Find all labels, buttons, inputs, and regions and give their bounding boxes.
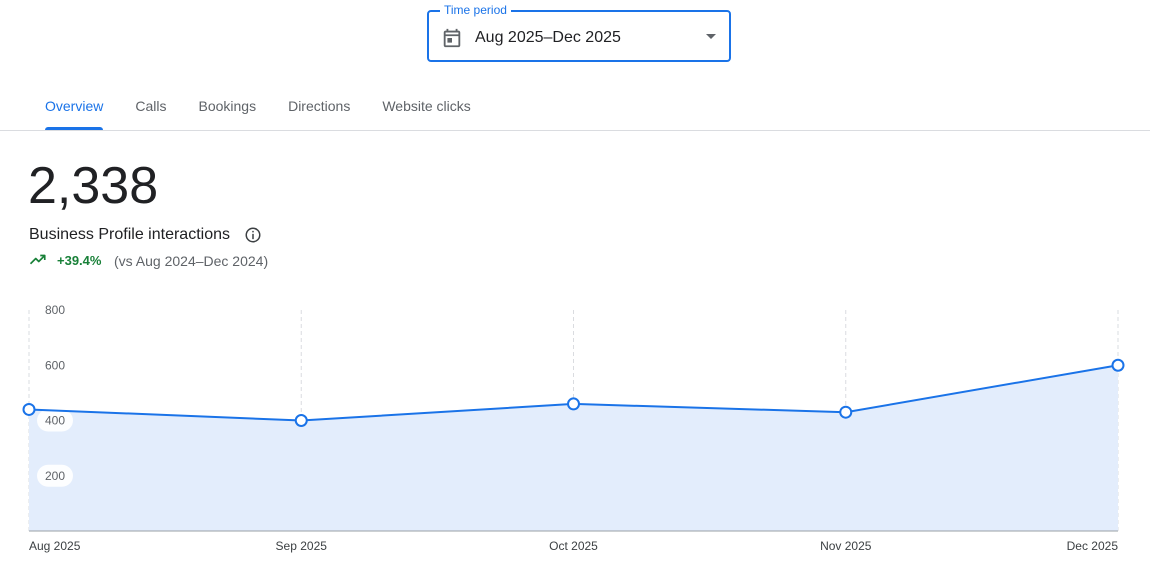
x-tick-label: Dec 2025	[1067, 539, 1119, 553]
data-point	[839, 405, 853, 419]
tab-bar: Overview Calls Bookings Directions Websi…	[29, 84, 487, 130]
y-tick-label: 600	[45, 358, 65, 372]
tabs-divider	[0, 130, 1150, 131]
tab-calls[interactable]: Calls	[135, 98, 167, 114]
metric-value: 2,338	[28, 157, 159, 215]
x-tick-label: Aug 2025	[29, 539, 81, 553]
x-tick-label: Nov 2025	[820, 539, 872, 553]
y-tick-label-bg	[37, 299, 73, 321]
x-tick-label: Sep 2025	[276, 539, 328, 553]
y-tick-label: 200	[45, 469, 65, 483]
info-icon[interactable]	[244, 226, 262, 244]
y-tick-label-bg	[37, 354, 73, 377]
chevron-down-icon	[706, 34, 716, 39]
data-point	[22, 402, 36, 416]
y-tick-label: 400	[45, 414, 65, 428]
tab-overview[interactable]: Overview	[29, 84, 119, 130]
time-period-label: Time period	[440, 3, 511, 17]
data-point	[294, 414, 308, 427]
tab-bookings[interactable]: Bookings	[198, 98, 257, 114]
calendar-icon	[443, 28, 461, 48]
metric-label: Business Profile interactions	[29, 226, 230, 243]
data-point	[567, 397, 580, 411]
interactions-chart: 200 400 600 800 Aug 2025 Sep 2025 Oct 2025 Nov …	[22, 299, 1125, 553]
trending-up-icon	[29, 254, 46, 265]
y-tick-label-bg	[37, 464, 73, 487]
y-tick-label: 800	[45, 303, 65, 317]
metric-change: +39.4%	[57, 253, 102, 268]
x-tick-label: Oct 2025	[549, 539, 598, 553]
metric-comparison: (vs Aug 2024–Dec 2024)	[114, 253, 269, 269]
time-period-dropdown[interactable]: Time period Aug 2025–Dec 2025	[427, 3, 731, 62]
tab-website-clicks[interactable]: Website clicks	[382, 98, 471, 114]
y-tick-label-bg	[37, 409, 73, 432]
tab-directions[interactable]: Directions	[288, 98, 351, 114]
series-area	[29, 365, 1118, 531]
time-period-value: Aug 2025–Dec 2025	[475, 29, 621, 46]
data-point	[1111, 358, 1125, 372]
